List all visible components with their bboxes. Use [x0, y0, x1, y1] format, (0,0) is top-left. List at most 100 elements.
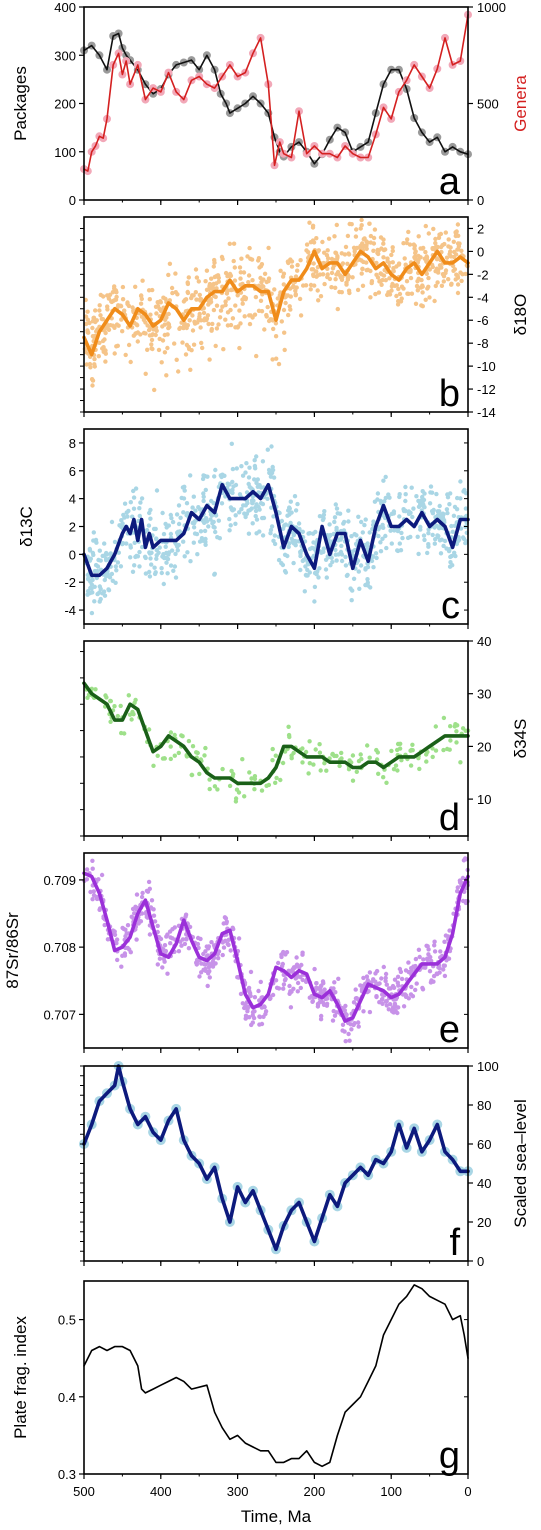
scatter-point — [187, 346, 192, 352]
scatter-point — [232, 265, 237, 270]
scatter-point — [128, 359, 133, 365]
scatter-point — [120, 925, 125, 931]
scatter-point — [276, 960, 281, 966]
scatter-point — [458, 760, 463, 765]
panel-label-a: a — [439, 161, 461, 203]
scatter-point — [281, 982, 287, 987]
scatter-point — [421, 502, 426, 507]
scatter-point — [253, 294, 259, 300]
scatter-point — [359, 519, 364, 525]
scatter-point — [166, 311, 171, 317]
scatter-point — [434, 523, 439, 528]
scatter-point — [211, 281, 216, 287]
scatter-point — [324, 253, 330, 258]
scatter-point — [205, 983, 210, 989]
scatter-point — [334, 257, 340, 262]
scatter-point — [114, 294, 119, 300]
scatter-point — [97, 303, 102, 308]
scatter-point — [203, 745, 208, 751]
scatter-point — [236, 790, 242, 795]
scatter-point — [139, 911, 145, 916]
scatter-point — [92, 356, 97, 362]
scatter-point — [424, 271, 429, 276]
scatter-point — [148, 516, 153, 521]
scatter-point — [103, 556, 109, 562]
scatter-point — [263, 1011, 268, 1017]
right-tick-label: -6 — [477, 313, 489, 328]
scatter-point — [264, 312, 269, 318]
scatter-point — [401, 241, 406, 246]
right-tick-label: 20 — [477, 1215, 491, 1230]
scatter-point — [335, 269, 341, 275]
scatter-point — [219, 474, 224, 480]
scatter-point — [220, 952, 225, 958]
scatter-point — [250, 500, 255, 505]
scatter-point — [448, 724, 453, 729]
scatter-point — [330, 752, 335, 757]
scatter-point — [182, 321, 187, 326]
scatter-point — [282, 330, 287, 335]
scatter-point — [85, 309, 90, 314]
series-line-packages — [83, 32, 469, 165]
scatter-point — [257, 1022, 262, 1027]
scatter-point — [151, 763, 156, 768]
scatter-point — [187, 318, 192, 323]
scatter-point — [106, 327, 112, 332]
scatter-point — [109, 571, 115, 577]
scatter-point — [364, 260, 369, 265]
scatter-point — [269, 470, 275, 476]
scatter-point — [254, 454, 259, 459]
scatter-point — [387, 260, 392, 265]
scatter-point — [312, 584, 318, 590]
scatter-point — [297, 296, 303, 302]
scatter-point — [128, 500, 133, 505]
scatter-point — [281, 307, 287, 313]
panel-e: 0.707 0.708 0.709 87Sr/86Sr e — [3, 852, 470, 1053]
scatter-point — [135, 339, 140, 344]
scatter-point — [172, 753, 177, 758]
scatter-point — [233, 513, 238, 518]
scatter-point — [300, 977, 305, 983]
scatter-point — [421, 957, 426, 962]
scatter-point — [212, 784, 218, 789]
scatter-point — [254, 480, 259, 486]
scatter-point — [298, 258, 303, 263]
right-axis-label: Genera — [511, 75, 530, 132]
scatter-point — [397, 746, 403, 751]
scatter-point — [92, 599, 97, 604]
scatter-point — [88, 585, 93, 591]
panel-label-c: c — [441, 585, 460, 627]
scatter-point — [216, 949, 222, 954]
scatter-point — [460, 898, 466, 904]
scatter-point — [128, 555, 133, 560]
scatter-point — [463, 506, 469, 511]
scatter-point — [312, 966, 317, 972]
scatter-point — [252, 776, 258, 782]
scatter-point — [291, 541, 297, 546]
scatter-point — [221, 945, 227, 950]
scatter-point — [207, 777, 212, 782]
scatter-point — [209, 326, 214, 332]
scatter-point — [162, 756, 167, 761]
scatter-point — [119, 317, 124, 322]
scatter-point — [125, 923, 131, 928]
scatter-point — [248, 993, 253, 999]
scatter-point — [157, 956, 163, 961]
scatter-point — [172, 732, 177, 738]
series-line-plate-frag-index — [83, 1284, 469, 1468]
scatter-point — [191, 342, 197, 347]
scatter-point — [406, 509, 412, 514]
scatter-point — [90, 897, 95, 902]
scatter-point — [134, 937, 139, 942]
scatter-point — [369, 279, 375, 284]
scatter-point — [353, 234, 359, 239]
scatter-point — [286, 508, 291, 513]
scatter-point — [174, 357, 179, 362]
scatter-point — [173, 551, 178, 557]
scatter-point — [336, 538, 341, 543]
scatter-point — [438, 244, 444, 250]
series-line-genera — [83, 13, 469, 172]
scatter-point — [390, 281, 395, 287]
scatter-point — [261, 515, 267, 521]
scatter-point — [146, 727, 152, 732]
